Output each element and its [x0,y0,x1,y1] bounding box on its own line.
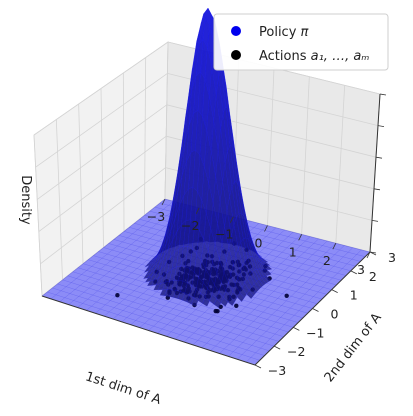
z-tick-mark [379,93,387,96]
y-tick-label: −2 [287,344,305,359]
grid-line [164,41,169,200]
y-tick-label: −3 [268,363,286,378]
y-tick-mark [254,364,262,369]
y-tick-label: 3 [388,250,396,265]
legend-actions-label: Actions a₁, …, aₘ [259,49,369,64]
grid-line [35,73,168,168]
legend-actions-marker [231,50,241,60]
grid-line [267,67,275,226]
z-axis-label: Density [18,175,33,225]
surface-patch [227,296,235,306]
grid-line [100,88,104,248]
x-axis-line [41,295,256,366]
floor-mesh-line [237,247,354,360]
x-tick-mark [264,225,268,232]
grid-line [36,104,168,200]
action-point [115,293,120,298]
y-tick-label: −1 [306,325,324,340]
y-tick-label: 1 [350,288,358,303]
grid-line [144,57,147,216]
z-axis-line [369,93,381,253]
y-tick-mark [312,308,319,312]
x-tick-label: 1 [289,244,297,259]
legend-policy-label: Policy π [259,25,309,40]
x-tick-label: 0 [255,236,263,251]
y-tick-mark [331,289,338,294]
grid-line [40,167,166,265]
x-axis-label: 1st dim of A [83,369,162,408]
x-tick-mark [366,251,371,259]
grid-line [335,85,346,244]
grid-line [301,76,310,235]
floor-mesh-line [228,245,345,357]
z-tick-mark [377,125,385,127]
legend-policy-marker [231,26,241,36]
y-axis-label: 2nd dim of A [322,310,385,385]
grid-line [33,41,169,136]
grid-line [122,72,125,232]
z-tick-mark [375,156,383,159]
legend: Policy π Actions a₁, …, aₘ [213,13,389,71]
x-tick-label: 3 [357,262,365,277]
x-tick-mark [298,234,303,241]
x-tick-mark [195,207,200,215]
floor-mesh-line [245,249,362,363]
grid-line [55,119,63,280]
action-point [215,309,220,314]
z-tick-mark [371,220,379,222]
grid-line [78,103,84,264]
surface-patch [246,290,254,299]
x-tick-mark [229,216,234,223]
z-tick-mark [373,188,381,191]
y-tick-mark [350,270,358,275]
grid-line [38,135,167,232]
y-tick-label: 0 [331,307,339,322]
policy-density-surface [143,7,273,308]
grid-line [33,134,43,297]
x-tick-label: −1 [215,227,233,242]
action-point [284,293,289,298]
x-tick-label: 2 [323,253,331,268]
y-tick-mark [273,345,281,350]
y-tick-mark [293,326,300,331]
x-tick-mark [332,242,337,250]
z-tick-mark [369,251,377,254]
legend-box [213,13,389,71]
surface-patch [237,292,245,302]
x-tick-label: −3 [147,209,165,224]
x-tick-mark [161,198,166,206]
action-point [234,303,239,308]
y-tick-label: 2 [369,269,377,284]
x-tick-label: −2 [181,218,199,233]
